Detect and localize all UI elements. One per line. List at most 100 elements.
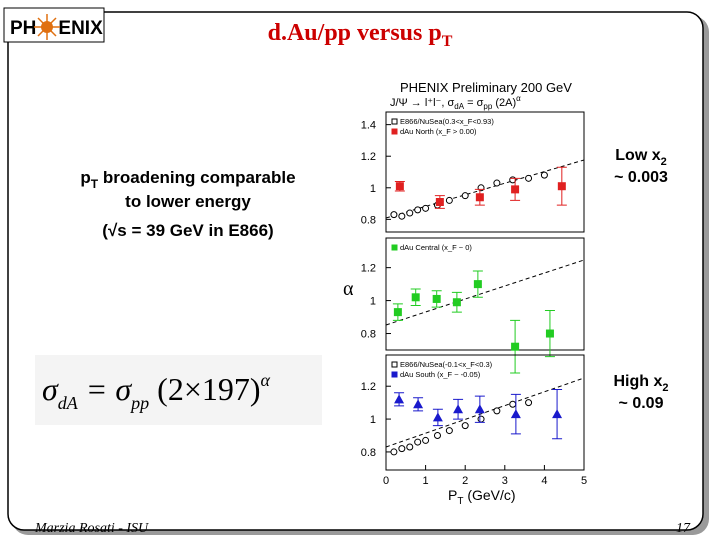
panel-frame [385, 237, 585, 351]
point [452, 298, 461, 307]
x-tick-label: 0 [383, 475, 389, 487]
x-tick-label: 3 [502, 475, 508, 487]
point [393, 308, 402, 317]
legend-marker [391, 128, 398, 135]
point [509, 400, 517, 408]
label-part: High x [613, 373, 662, 390]
point [398, 445, 406, 453]
right-label: Low x2 [615, 147, 666, 168]
logo-part: ENIX [58, 18, 103, 39]
point [390, 211, 398, 219]
point [525, 399, 533, 407]
panel-frame [385, 354, 585, 471]
x-label-part: P [448, 487, 457, 503]
formula-part: (2×197) [149, 371, 260, 407]
x-label-sub: T [457, 496, 463, 507]
sub-part: (2A) [492, 97, 516, 109]
point [474, 404, 485, 414]
y-tick-label: 1.2 [361, 151, 376, 163]
sub-part: α [516, 94, 521, 103]
legend-entry: dAu North (x_F > 0.00) [400, 127, 477, 136]
x-tick-label: 4 [541, 475, 547, 487]
sub-part: pp [483, 102, 492, 111]
right-label: ~ 0.09 [619, 395, 664, 412]
point [433, 432, 441, 439]
point [394, 394, 405, 404]
point [525, 174, 533, 182]
x-tick-label: 2 [462, 475, 468, 487]
legend-entry: E866/NuSea(-0.1<x_F<0.3) [400, 360, 493, 369]
point [445, 427, 453, 435]
y-tick-label: 0.8 [361, 329, 376, 341]
y-tick-label: 0.8 [361, 214, 376, 226]
point [422, 436, 430, 444]
point [511, 342, 520, 351]
x-label-part: (GeV/c) [463, 487, 515, 503]
title: d.Au/pp versus pT [268, 20, 453, 50]
point [461, 422, 469, 430]
point [475, 193, 484, 202]
point [477, 415, 485, 423]
point [477, 184, 485, 192]
plot-background [340, 75, 588, 510]
point [545, 329, 554, 338]
footer-author: Marzia Rosati - ISU [34, 521, 149, 536]
right-label: ~ 0.003 [614, 169, 668, 186]
sub-part: dA [454, 102, 464, 111]
point [511, 185, 520, 194]
point [435, 198, 444, 206]
legend-entry: dAu South (x_F ~ -0.05) [400, 370, 481, 379]
y-tick-label: 1 [370, 414, 376, 426]
note: (√s = 39 GeV in E866) [102, 221, 273, 240]
legend-marker [391, 361, 398, 368]
legend-marker [391, 118, 398, 125]
logo: PH ENIX [10, 18, 103, 39]
logo-sun [34, 14, 60, 40]
point [557, 182, 566, 191]
point [390, 448, 398, 456]
x-axis-label: PT (GeV/c) [448, 487, 516, 507]
y-tick-label: 1.2 [361, 381, 376, 393]
point [406, 443, 414, 451]
point [461, 192, 469, 200]
point [445, 196, 453, 204]
point [432, 294, 441, 303]
plot-header: PHENIX Preliminary 200 GeV [400, 80, 572, 95]
x-tick-label: 1 [423, 475, 429, 487]
point [493, 407, 501, 415]
right-label: High x2 [613, 373, 668, 394]
title-text: d.Au/pp versus p [268, 20, 442, 46]
x-tick-label: 5 [581, 475, 587, 487]
formula-part: = σ [78, 371, 133, 407]
point [493, 179, 501, 187]
point [540, 171, 548, 179]
sub-part: = σ [464, 97, 484, 109]
point [398, 212, 406, 220]
note-part: broadening comparable [98, 168, 295, 187]
formula-box [35, 355, 322, 425]
point [473, 280, 482, 289]
logo-part: PH [10, 18, 36, 39]
formula-sub: pp [129, 393, 149, 413]
logo-box [3, 7, 105, 43]
page-number: 17 [676, 521, 691, 536]
fit-curve [385, 159, 585, 219]
point [413, 399, 424, 409]
point [453, 404, 464, 414]
y-tick-label: 1 [370, 183, 376, 195]
sub-part: J/Ψ → l⁺l⁻, σ [390, 97, 454, 109]
note: to lower energy [125, 192, 251, 211]
y-tick-label: 1.4 [361, 120, 376, 132]
note-sub: T [91, 177, 99, 191]
formula-sub: dA [58, 393, 79, 413]
formula: σdA = σpp (2×197)α [42, 370, 271, 413]
y-tick-label: 1 [370, 296, 376, 308]
label-part: Low x [615, 147, 660, 164]
y-tick-label: 1.2 [361, 263, 376, 275]
point [414, 438, 422, 446]
legend-marker [391, 244, 398, 251]
note: pT broadening comparable [80, 168, 295, 191]
legend-entry: dAu Central (x_F ~ 0) [400, 243, 472, 252]
label-sub: 2 [661, 156, 667, 168]
